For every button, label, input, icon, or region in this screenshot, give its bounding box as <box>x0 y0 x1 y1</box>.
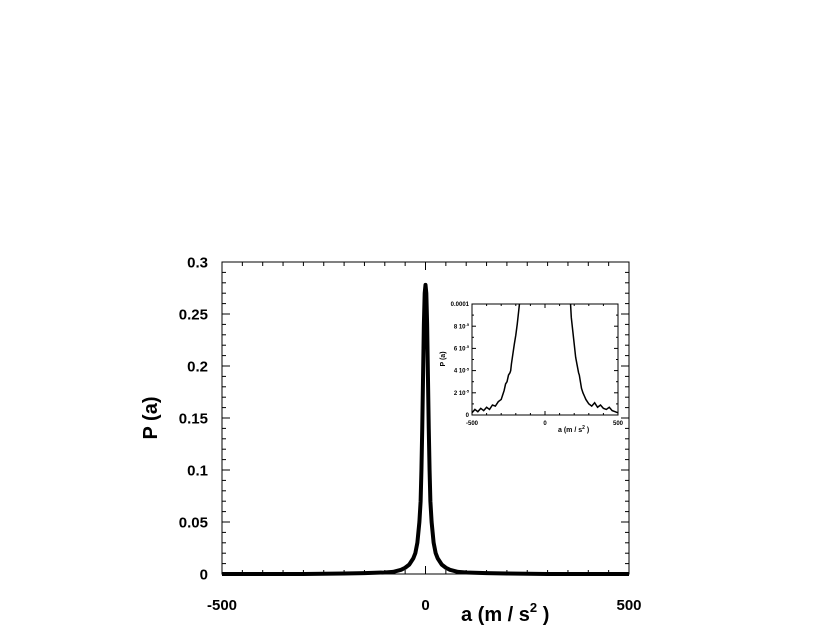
main-y-tick-label: 0.3 <box>187 254 208 271</box>
inset-y-tick-label: 0 <box>466 413 470 419</box>
main-y-tick-label: 0.2 <box>187 358 208 375</box>
inset-y-tick-exp: -5 <box>466 322 470 327</box>
inset-y-tick-exp: -5 <box>466 389 470 394</box>
main-x-tick-label: 500 <box>616 597 641 614</box>
inset-x-axis-title-sup: 2 <box>582 425 585 431</box>
main-x-axis-title-text: a (m / s <box>461 604 530 626</box>
inset-plot-frame <box>471 303 619 416</box>
inset-y-tick-label: 8 10-5 <box>454 322 470 330</box>
inset-x-tick-labels: -500 0 500 <box>466 421 624 427</box>
inset-y-tick-label: 2 10-5 <box>454 389 470 397</box>
inset-x-tick-label: 0 <box>543 421 547 427</box>
inset-chart: 0 2 10-5 4 10-5 6 10-5 8 10-5 0.0001 -500 0 500… <box>440 302 624 434</box>
main-y-tick-label: 0.15 <box>179 410 208 427</box>
main-y-tick-labels: 0 0.05 0.1 0.15 0.2 0.25 0.3 <box>179 254 208 583</box>
inset-x-tick-label: -500 <box>466 421 479 427</box>
main-x-axis-title-sup: 2 <box>530 600 537 615</box>
main-y-tick-label: 0.05 <box>179 514 208 531</box>
main-y-axis-title: P (a) <box>140 397 162 440</box>
main-x-tick-label: -500 <box>207 597 237 614</box>
inset-series-line-1 <box>471 303 521 414</box>
inset-x-axis-title-end: ) <box>585 427 589 434</box>
main-x-tick-labels: -500 0 500 <box>207 597 642 614</box>
inset-tick-marks <box>471 303 619 416</box>
main-x-axis-title-end: ) <box>537 604 549 626</box>
inset-y-axis-title: P (a) <box>440 351 447 366</box>
main-y-tick-label: 0.25 <box>179 306 208 323</box>
inset-y-tick-exp: -5 <box>466 366 470 371</box>
inset-y-tick-exp: -5 <box>466 344 470 349</box>
main-series-line <box>222 282 629 576</box>
main-y-tick-label: 0.1 <box>187 462 208 479</box>
main-x-axis-title: a (m / s2 ) <box>461 600 549 626</box>
inset-series-lines <box>471 303 619 414</box>
inset-y-tick-label: 0.0001 <box>451 302 470 308</box>
main-chart: 00.050.10.150.20.250.3 -500 0 500 P (a) a … <box>140 254 642 626</box>
inset-series-line-2 <box>569 303 619 414</box>
inset-y-tick-label: 4 10-5 <box>454 366 470 374</box>
inset-x-axis-title: a (m / s2 ) <box>558 425 589 434</box>
inset-y-tick-labels: 0 2 10-5 4 10-5 6 10-5 8 10-5 0.0001 <box>451 302 470 419</box>
main-x-tick-label: 0 <box>421 597 429 614</box>
inset-y-tick-label: 6 10-5 <box>454 344 470 352</box>
inset-x-axis-title-text: a (m / s <box>558 427 582 434</box>
inset-x-tick-label: 500 <box>613 421 624 427</box>
main-y-tick-label: 0 <box>200 566 208 583</box>
